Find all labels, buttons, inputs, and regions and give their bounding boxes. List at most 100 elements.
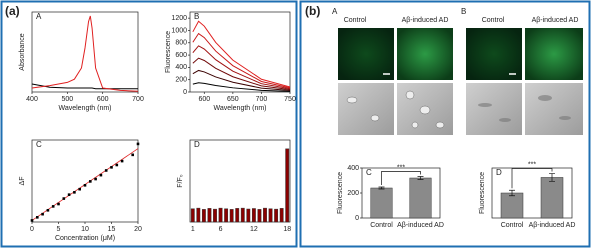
- error-bar: [417, 176, 424, 180]
- x-tick-label: 700: [132, 96, 144, 103]
- brightfield-image: [525, 83, 583, 135]
- y-axis-label: ΔF: [19, 177, 26, 186]
- figure-label: (a): [5, 4, 20, 18]
- y-tick-label: 800: [175, 40, 187, 47]
- brightfield-image: [466, 83, 522, 135]
- x-tick-label: 700: [256, 96, 268, 103]
- line: [31, 83, 138, 90]
- bar: [500, 192, 524, 219]
- plot-frame: [31, 11, 139, 93]
- y-tick-label: 200: [175, 77, 187, 84]
- bar: [268, 208, 273, 223]
- column-label: Aβ-induced AD: [402, 17, 449, 24]
- x-axis-label: Wavelength (nm): [213, 105, 266, 112]
- bar: [285, 148, 290, 223]
- panel-letter: D: [496, 168, 502, 177]
- x-axis-label: Concentration (μM): [55, 235, 115, 242]
- point: [36, 216, 39, 219]
- x-tick-label: Aβ-induced AD: [397, 222, 444, 229]
- plot-frame: [491, 167, 573, 219]
- line: [192, 57, 291, 91]
- fluorescence-image: [397, 28, 453, 80]
- bar: [235, 208, 240, 223]
- point: [51, 205, 55, 208]
- y-axis-label: Absorbance: [19, 33, 26, 70]
- y-tick-label: 400: [347, 165, 359, 172]
- point: [57, 202, 60, 206]
- y-tick-label: 0: [183, 89, 187, 96]
- x-tick-label: Control: [370, 222, 393, 229]
- bar: [207, 208, 212, 223]
- bar: [201, 209, 206, 223]
- y-tick-label: 200: [347, 190, 359, 197]
- y-tick-label: 1200: [171, 15, 187, 22]
- point: [94, 177, 97, 181]
- x-tick-label: 20: [134, 226, 142, 233]
- point: [120, 159, 124, 163]
- bar: [190, 208, 195, 223]
- bar: [263, 207, 267, 223]
- plot-frame: [189, 139, 291, 223]
- point: [41, 212, 44, 216]
- panel-letter: B: [461, 7, 466, 16]
- x-tick-label: 600: [198, 96, 210, 103]
- point: [110, 166, 113, 169]
- image-panel: B Control Aβ-induced AD: [461, 7, 583, 135]
- fluorescence-image: [466, 28, 522, 80]
- bar: [196, 207, 201, 223]
- y-tick-label: 0: [355, 215, 359, 222]
- fluorescence-image: [338, 28, 394, 80]
- column-label: Aβ-induced AD: [532, 17, 579, 24]
- significance-bracket: [511, 168, 553, 189]
- point: [99, 173, 103, 177]
- bar: [229, 209, 234, 223]
- line: [192, 20, 291, 88]
- line: [192, 82, 291, 92]
- x-tick-label: Aβ-induced AD: [529, 222, 576, 229]
- panel-letter: C: [366, 168, 372, 177]
- x-tick-label: 6: [219, 226, 223, 233]
- panel-letter: D: [194, 140, 200, 149]
- point: [62, 197, 66, 200]
- x-tick-label: 18: [283, 226, 291, 233]
- significance-bracket: [381, 171, 421, 185]
- point: [67, 193, 71, 196]
- point: [73, 191, 76, 194]
- line: [31, 15, 139, 92]
- point: [83, 183, 87, 187]
- bar: [370, 187, 393, 219]
- x-tick-label: 10: [81, 226, 89, 233]
- y-tick-label: 400: [175, 64, 187, 71]
- column-label: Control: [482, 17, 505, 24]
- image-panel: A Control Aβ-induced AD: [332, 7, 453, 135]
- panel-a-frame: [0, 0, 298, 248]
- point: [89, 180, 92, 183]
- bar: [279, 208, 284, 223]
- fluorescence-image: [525, 28, 583, 80]
- bar: [246, 208, 251, 223]
- line: [192, 32, 291, 89]
- x-tick-label: 1: [191, 226, 195, 233]
- point: [104, 169, 108, 172]
- plot-frame: [189, 11, 291, 93]
- point: [136, 142, 140, 146]
- x-tick-label: 750: [284, 96, 296, 103]
- panel-b-frame: [299, 0, 591, 248]
- bar: [251, 208, 256, 223]
- line: [192, 45, 291, 90]
- point: [46, 208, 50, 212]
- significance-label: ***: [397, 164, 405, 171]
- x-tick-label: 15: [108, 226, 116, 233]
- panel-letter: A: [36, 12, 42, 21]
- bar: [540, 177, 564, 219]
- column-label: Control: [344, 17, 367, 24]
- line: [192, 69, 291, 91]
- y-tick-label: 1000: [171, 27, 187, 34]
- error-bar: [549, 173, 555, 182]
- point: [115, 163, 119, 167]
- y-axis-label: Fluorescence: [337, 172, 344, 214]
- error-bar: [509, 189, 515, 197]
- x-tick-label: Control: [501, 222, 524, 229]
- y-axis-label: Fluorescence: [165, 31, 172, 73]
